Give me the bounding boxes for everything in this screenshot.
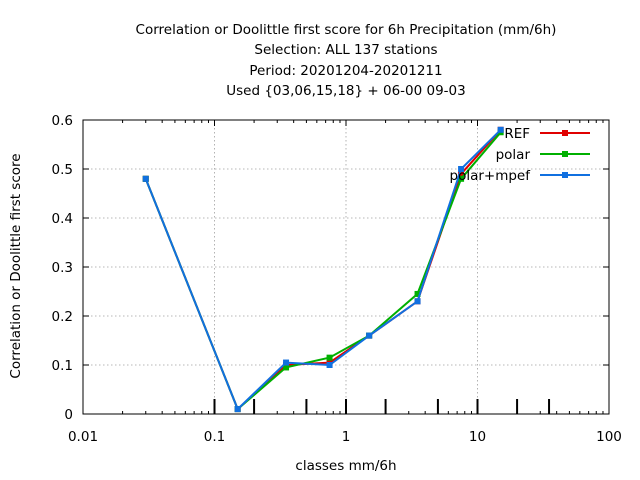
title-line-2: Selection: ALL 137 stations [254, 42, 437, 58]
x-tick-label: 10 [469, 429, 486, 445]
series-line [144, 129, 502, 411]
x-tick-label: 0.01 [68, 429, 98, 445]
legend-marker [562, 130, 568, 136]
data-point [326, 362, 333, 368]
data-point [142, 175, 149, 182]
chart-title: Correlation or Doolittle first score for… [136, 22, 557, 99]
data-point [283, 364, 290, 371]
series-polar-mpef [142, 126, 504, 413]
data-point [326, 354, 333, 361]
legend-label: REF [504, 126, 530, 142]
legend-marker [562, 172, 568, 178]
legend-label: polar [496, 147, 531, 163]
series-line [144, 129, 502, 411]
series-line [144, 131, 502, 411]
y-tick-label: 0.2 [52, 309, 73, 325]
ticks: 0 0.1 0.2 0.3 0.4 0.5 0.6 0.01 0.1 1 10 100 [52, 113, 622, 445]
data-point [458, 166, 465, 172]
series-group [142, 126, 504, 413]
data-point [234, 406, 241, 413]
y-axis-label: Correlation or Doolittle first score [8, 153, 24, 378]
data-point [497, 126, 504, 133]
title-line-3: Period: 20201204-20201211 [249, 63, 442, 79]
x-tick-label: 1 [342, 429, 351, 445]
legend: REF polar polar+mpef [450, 126, 590, 184]
x-axis-label: classes mm/6h [295, 458, 396, 474]
data-point [458, 170, 465, 177]
y-tick-label: 0.5 [52, 162, 73, 178]
title-line-4: Used {03,06,15,18} + 06-00 09-03 [226, 83, 466, 99]
x-tick-label: 100 [596, 429, 622, 445]
title-line-1: Correlation or Doolittle first score for… [136, 22, 557, 38]
y-tick-label: 0.6 [52, 113, 73, 129]
data-point [414, 298, 421, 305]
grid [83, 120, 609, 414]
class-marks [213, 399, 551, 414]
legend-label: polar+mpef [450, 168, 532, 184]
y-tick-label: 0.1 [52, 358, 73, 374]
y-tick-label: 0.4 [52, 211, 73, 227]
data-point [414, 290, 421, 297]
y-tick-label: 0.3 [52, 260, 73, 276]
data-point [283, 359, 290, 366]
data-point [366, 332, 373, 339]
x-tick-label: 0.1 [204, 429, 225, 445]
data-point [458, 175, 465, 182]
legend-marker [562, 151, 568, 157]
y-tick-label: 0 [64, 407, 73, 423]
